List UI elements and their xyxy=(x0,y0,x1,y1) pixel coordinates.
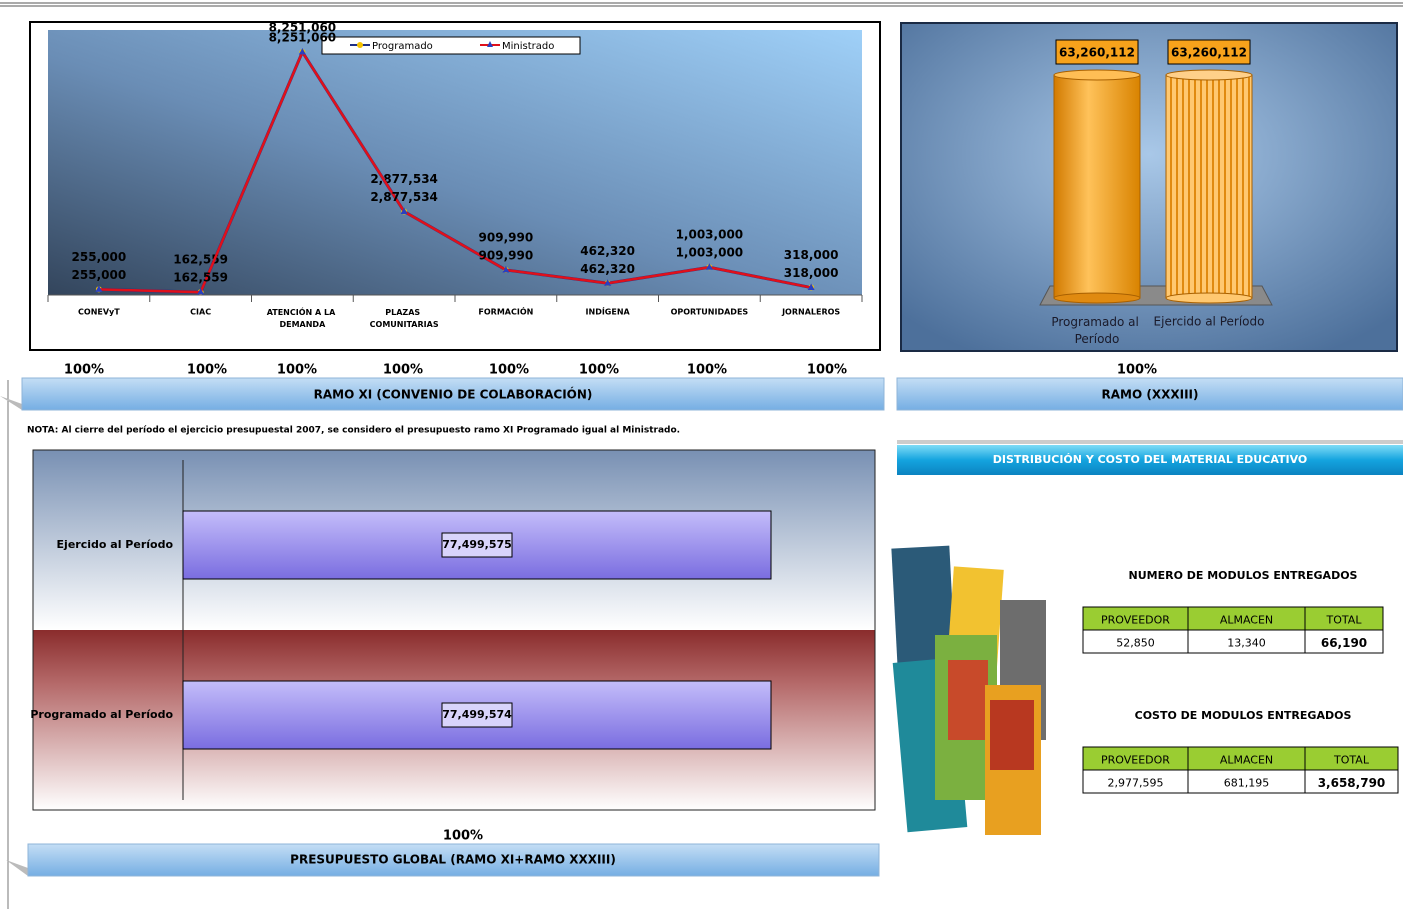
banner-title: DISTRIBUCIÓN Y COSTO DEL MATERIAL EDUCAT… xyxy=(993,453,1308,466)
header-text: PROVEEDOR xyxy=(1101,614,1170,627)
cell-text: 3,658,790 xyxy=(1318,776,1386,790)
bar-base xyxy=(1053,292,1141,304)
data-label: 8,251,060 xyxy=(269,31,337,45)
data-label: 1,003,000 xyxy=(676,246,744,260)
note: NOTA: Al cierre del período el ejercicio… xyxy=(27,426,680,436)
data-label-box xyxy=(1055,39,1139,65)
banner-title: RAMO (XXXIII) xyxy=(1102,388,1199,402)
percentage: 100% xyxy=(687,363,727,378)
data-label: 462,320 xyxy=(580,262,635,276)
banner xyxy=(896,377,1403,411)
data-label: 462,320 xyxy=(580,244,635,258)
banner-shadow xyxy=(6,860,28,876)
header-text: PROVEEDOR xyxy=(1101,754,1170,767)
percentage: 100% xyxy=(579,363,619,378)
marker xyxy=(604,279,612,286)
cell xyxy=(1304,769,1399,794)
data-label: 909,990 xyxy=(479,230,534,244)
percentage: 100% xyxy=(489,363,529,378)
marker xyxy=(298,48,306,55)
legend-marker xyxy=(487,41,493,47)
data-label: 255,000 xyxy=(72,268,127,282)
bar-top xyxy=(1165,69,1253,81)
legend-label: Programado xyxy=(372,41,433,52)
x-tick-label: Ejercido al Período xyxy=(1154,315,1265,329)
data-label: 909,990 xyxy=(479,248,534,262)
data-label-box xyxy=(441,532,513,558)
legend-label: Ministrado xyxy=(502,41,554,52)
cell-text: 13,340 xyxy=(1227,637,1266,650)
cell-text: 681,195 xyxy=(1224,777,1270,790)
header-text: TOTAL xyxy=(1333,754,1370,767)
plot-area xyxy=(48,30,862,295)
data-label: 2,877,534 xyxy=(370,190,438,204)
percentage: 100% xyxy=(187,363,227,378)
bar-base xyxy=(1165,292,1253,304)
x-tick-label: OPORTUNIDADES xyxy=(671,308,749,317)
data-label: 63,260,112 xyxy=(1171,46,1247,60)
bar xyxy=(1165,74,1253,299)
percentage: 100% xyxy=(1117,363,1157,378)
marker xyxy=(400,207,408,215)
marker xyxy=(95,285,103,292)
data-label: 162,559 xyxy=(173,253,228,267)
table-title: NUMERO DE MODULOS ENTREGADOS xyxy=(1129,569,1358,582)
header-text: ALMACEN xyxy=(1220,614,1273,627)
x-tick-label: Programado al Período xyxy=(1051,315,1142,346)
x-tick-label: CONEVyT xyxy=(78,308,120,317)
data-label-box xyxy=(1167,39,1251,65)
header-text: ALMACEN xyxy=(1220,754,1273,767)
cell-text: 2,977,595 xyxy=(1108,777,1164,790)
x-tick-label: CIAC xyxy=(190,308,211,317)
y-tick-label: Programado al Período xyxy=(30,708,173,721)
percentage: 100% xyxy=(277,363,317,378)
data-label: 162,559 xyxy=(173,271,228,285)
bar-top xyxy=(1053,69,1141,81)
data-label-box xyxy=(441,702,513,728)
banner-title: PRESUPUESTO GLOBAL (RAMO XI+RAMO XXXIII) xyxy=(290,853,616,867)
banner xyxy=(21,377,885,411)
books-image xyxy=(891,545,1046,835)
hbar-frame xyxy=(32,449,876,811)
separator xyxy=(897,440,1403,444)
data-label: 77,499,575 xyxy=(442,538,512,551)
cell-text: 52,850 xyxy=(1116,637,1155,650)
banner xyxy=(897,445,1403,475)
data-label: 1,003,000 xyxy=(676,228,744,242)
percentage: 100% xyxy=(443,829,483,844)
banner xyxy=(27,843,880,877)
data-label: 318,000 xyxy=(784,248,839,262)
banner-shadow xyxy=(0,396,22,410)
data-label: 255,000 xyxy=(72,250,127,264)
marker xyxy=(705,263,713,270)
x-tick-label: JORNALEROS xyxy=(781,308,840,317)
x-tick-label: ATENCIÓN A LA DEMANDA xyxy=(267,306,338,329)
bar xyxy=(1053,74,1141,299)
legend xyxy=(321,36,581,55)
y-tick-label: Ejercido al Período xyxy=(57,538,174,551)
cell xyxy=(1304,629,1384,654)
percentage: 100% xyxy=(383,363,423,378)
marker xyxy=(197,288,205,295)
cell-text: 66,190 xyxy=(1321,636,1367,650)
marker xyxy=(502,265,510,273)
x-tick-label: PLAZAS COMUNITARIAS xyxy=(370,308,439,329)
percentage: 100% xyxy=(64,363,104,378)
data-label: 318,000 xyxy=(784,266,839,280)
banner-title: RAMO XI (CONVENIO DE COLABORACIÓN) xyxy=(314,387,593,402)
percentage: 100% xyxy=(807,363,847,378)
data-label: 2,877,534 xyxy=(370,172,438,186)
x-tick-label: INDÍGENA xyxy=(586,306,631,317)
marker xyxy=(807,283,815,291)
data-label: 63,260,112 xyxy=(1059,46,1135,60)
series-line xyxy=(98,49,812,294)
legend-marker xyxy=(357,42,363,48)
table-title: COSTO DE MODULOS ENTREGADOS xyxy=(1135,709,1352,722)
header-text: TOTAL xyxy=(1326,614,1363,627)
data-label: 77,499,574 xyxy=(442,708,512,721)
x-tick-label: FORMACIÓN xyxy=(478,306,533,317)
data-label: 8,251,060 xyxy=(269,21,337,35)
